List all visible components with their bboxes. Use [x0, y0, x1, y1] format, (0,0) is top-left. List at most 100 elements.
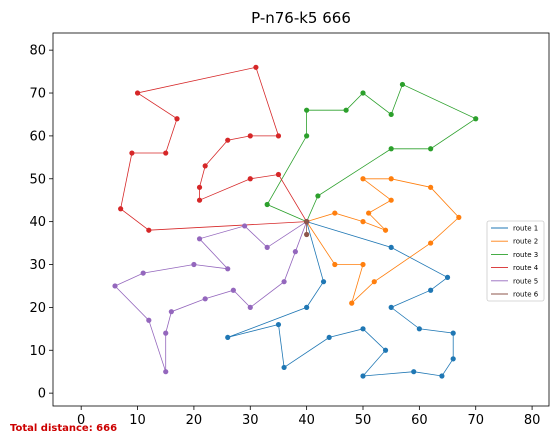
- route-4-point: [202, 163, 208, 169]
- x-tick-label: 80: [524, 413, 541, 428]
- route-4-point: [134, 90, 141, 96]
- legend: route 1 route 2 route 3 route 4 route 5 route…: [486, 220, 545, 302]
- y-tick-label: 60: [29, 129, 46, 144]
- y-tick-label: 40: [29, 215, 46, 230]
- route-5-point: [146, 317, 152, 323]
- route-1-point: [388, 304, 394, 310]
- route-2-point: [388, 197, 394, 203]
- route-3-point: [264, 201, 270, 208]
- route-5-point: [225, 266, 231, 272]
- route-5-line: [114, 221, 307, 372]
- route-2-point: [366, 210, 372, 216]
- route-5-point: [292, 249, 298, 255]
- route-4-line: [120, 66, 307, 231]
- route-3-point: [304, 133, 310, 139]
- route-2-point: [332, 210, 338, 216]
- route-1-point: [281, 364, 287, 371]
- y-axis: 0 10 20 30 40 50 60 70 80: [29, 44, 53, 402]
- route-2-point: [332, 261, 338, 268]
- y-tick-label: 50: [29, 172, 46, 187]
- route-4-point: [247, 133, 253, 139]
- route-3-point: [360, 90, 366, 96]
- route-1-point: [360, 373, 366, 379]
- route-1-point: [360, 326, 366, 332]
- x-tick-label: 0: [77, 413, 85, 428]
- route-5-point: [112, 283, 118, 289]
- x-tick-label: 60: [411, 413, 428, 428]
- series-points: [112, 64, 479, 379]
- legend-label: route 4: [513, 264, 539, 272]
- route-3-point: [343, 107, 349, 113]
- route-5-point: [242, 223, 248, 229]
- legend-label: route 2: [513, 238, 538, 246]
- route-1-point: [326, 334, 332, 341]
- route-5-point: [140, 270, 146, 276]
- legend-label: route 5: [513, 277, 538, 285]
- route-1-point: [439, 373, 445, 379]
- plot-frame: [52, 32, 550, 407]
- route-2-point: [371, 279, 377, 285]
- route-4-point: [225, 137, 231, 143]
- route-2-point: [349, 300, 355, 306]
- route-1-point: [444, 274, 451, 280]
- route-5-point: [196, 236, 203, 242]
- route-4-point: [118, 206, 124, 212]
- route-4-point: [146, 227, 152, 233]
- route-3-point: [428, 146, 434, 152]
- route-2-point: [428, 184, 434, 190]
- x-tick-label: 70: [467, 413, 484, 428]
- route-1-point: [388, 244, 394, 250]
- route-4-point: [196, 184, 203, 190]
- route-3-point: [388, 146, 394, 152]
- legend-label: route 6: [513, 291, 539, 299]
- route-4-point: [129, 150, 135, 156]
- route-5-point: [230, 287, 236, 293]
- route-2-point: [360, 261, 366, 268]
- route-3-point: [315, 193, 321, 199]
- y-tick-label: 30: [29, 258, 46, 273]
- route-3-point: [399, 81, 406, 88]
- route-2-point: [456, 214, 462, 220]
- x-axis: 0 10 20 30 40 50 60 70 80: [77, 406, 540, 428]
- route-4-point: [163, 150, 169, 156]
- route-1-point: [320, 279, 327, 285]
- x-tick-label: 30: [242, 413, 259, 428]
- route-1-point: [411, 369, 417, 375]
- x-tick-label: 10: [129, 413, 146, 428]
- route-5-point: [163, 330, 169, 336]
- route-2-point: [382, 227, 389, 233]
- route-5-point: [163, 369, 169, 375]
- route-3-point: [388, 111, 394, 118]
- legend-label: route 3: [513, 251, 538, 259]
- route-1-line: [227, 221, 454, 377]
- legend-box: [486, 220, 545, 302]
- route-1-point: [416, 326, 422, 332]
- route-5-point: [264, 244, 270, 250]
- route-5-point: [191, 261, 197, 268]
- route-2-point: [360, 219, 366, 225]
- route-1-point: [275, 321, 282, 328]
- y-tick-label: 0: [38, 387, 46, 402]
- y-tick-label: 10: [29, 344, 46, 359]
- x-tick-label: 50: [355, 413, 372, 428]
- route-4-point: [247, 176, 253, 182]
- route-4-point: [275, 171, 282, 178]
- route-6-point: [304, 231, 310, 238]
- route-2-point: [360, 176, 366, 182]
- route-2-point: [388, 176, 394, 182]
- route-1-point: [382, 347, 389, 353]
- y-tick-label: 70: [29, 87, 46, 102]
- y-tick-label: 80: [29, 44, 46, 59]
- chart-title: P-n76-k5 666: [251, 9, 351, 27]
- route-6-point: [304, 219, 310, 225]
- route-1-point: [225, 334, 231, 341]
- route-4-point: [275, 133, 282, 139]
- route-1-point: [450, 356, 456, 362]
- x-tick-label: 20: [186, 413, 203, 428]
- route-1-point: [304, 304, 310, 310]
- route-1-point: [428, 287, 434, 293]
- route-3-point: [304, 107, 310, 113]
- route-5-point: [281, 279, 287, 285]
- x-tick-label: 40: [298, 413, 315, 428]
